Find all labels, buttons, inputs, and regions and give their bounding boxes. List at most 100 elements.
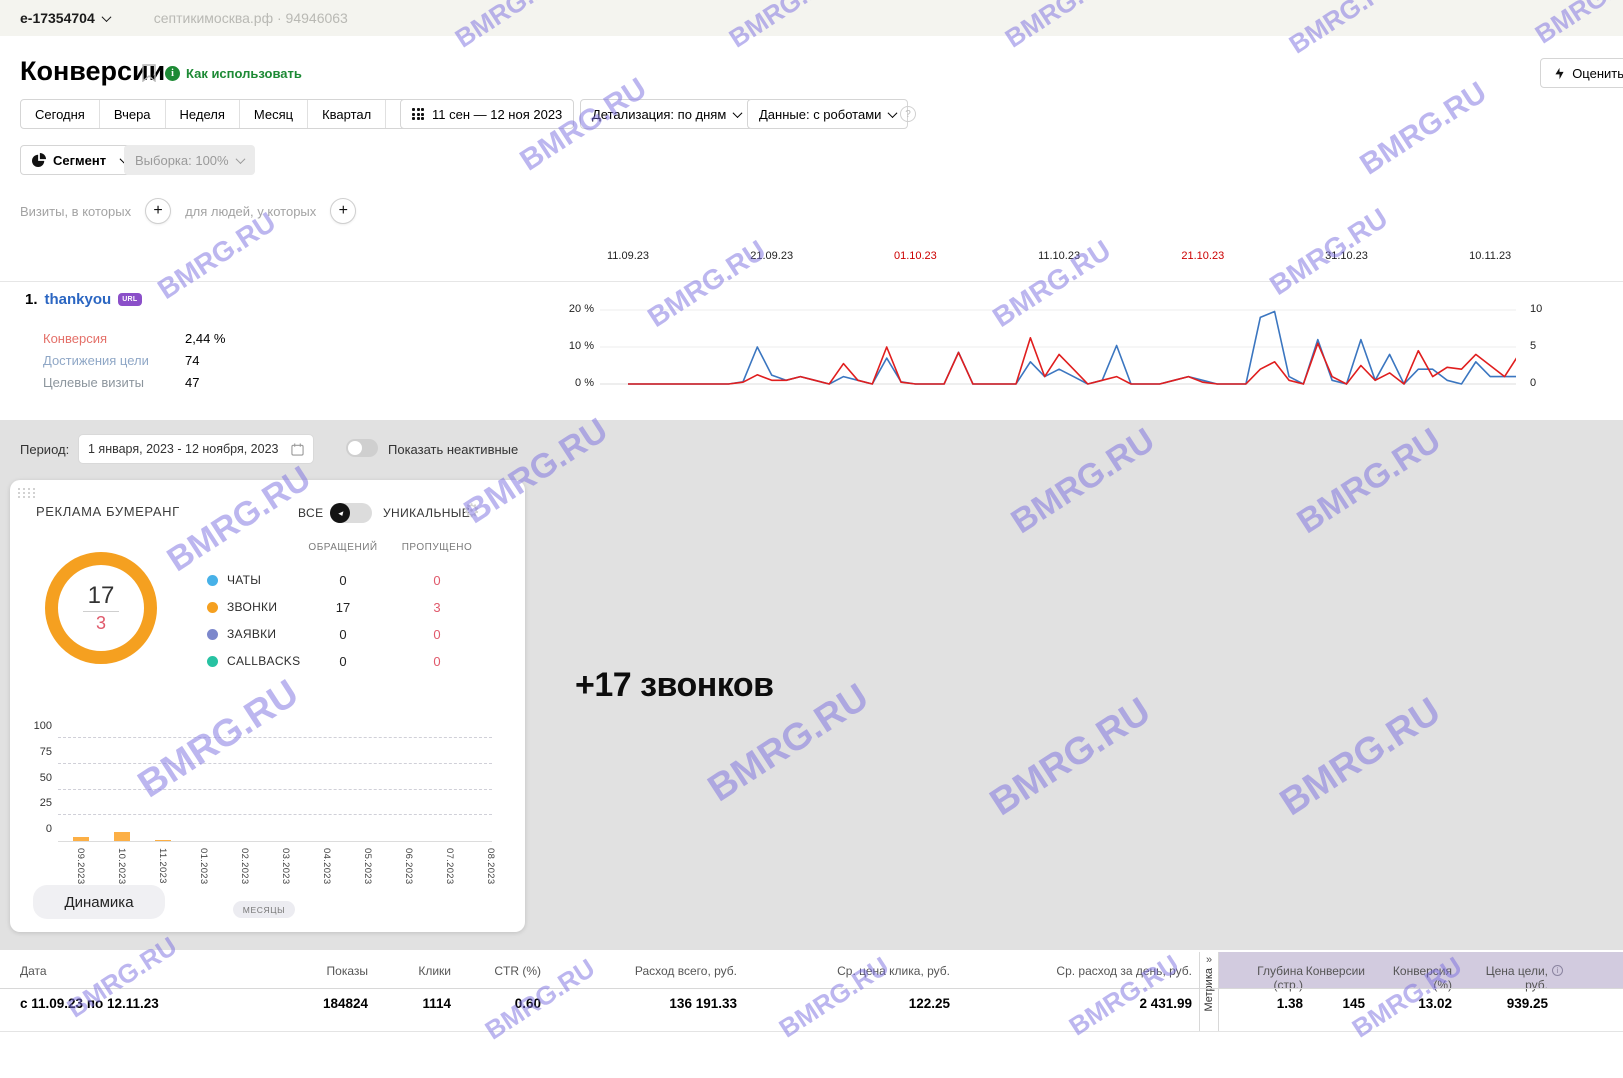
col-conversions[interactable]: Конверсии bbox=[1305, 964, 1365, 978]
missed-column-header: ПРОПУЩЕНО bbox=[401, 542, 473, 553]
donut-missed: 3 bbox=[95, 612, 106, 633]
bar-y-tick: 50 bbox=[39, 771, 52, 784]
x-axis-tick: 21.10.23 bbox=[1181, 250, 1225, 262]
sampling-dropdown[interactable]: Выборка: 100% bbox=[124, 145, 255, 175]
expand-icon[interactable]: » bbox=[1205, 954, 1213, 966]
bar-y-tick: 25 bbox=[39, 797, 52, 810]
bar-x-label: 10.2023 bbox=[116, 848, 127, 885]
col-avg-daily-cost[interactable]: Ср. расход за день, руб. bbox=[1056, 964, 1192, 978]
how-to-use[interactable]: i Как использовать bbox=[165, 66, 302, 81]
chevron-down-icon bbox=[732, 107, 743, 118]
col-clicks[interactable]: Клики bbox=[418, 964, 451, 978]
bar-x-label: 04.2023 bbox=[321, 848, 332, 885]
goal-name-link[interactable]: thankyou bbox=[44, 291, 112, 308]
calendar-grid-icon bbox=[412, 108, 424, 120]
tab-yesterday[interactable]: Вчера bbox=[98, 100, 165, 128]
chats-dot-icon bbox=[207, 574, 218, 586]
bar[interactable] bbox=[114, 831, 130, 841]
detail-dropdown[interactable]: Детализация: по дням bbox=[580, 99, 754, 129]
calls-donut-chart: 17 3 bbox=[45, 552, 157, 664]
show-inactive-toggle[interactable] bbox=[346, 439, 378, 457]
months-chip[interactable]: МЕСЯЦЫ bbox=[233, 901, 295, 918]
chevron-down-icon bbox=[887, 107, 898, 118]
row-avg-daily-cost: 2 431.99 bbox=[1139, 996, 1192, 1011]
toggle-unique-label[interactable]: УНИКАЛЬНЫЕ bbox=[383, 506, 471, 520]
col-impressions[interactable]: Показы bbox=[326, 964, 368, 978]
bar-x-label: 08.2023 bbox=[485, 848, 496, 885]
x-axis-tick: 21.09.23 bbox=[750, 250, 794, 262]
bar[interactable] bbox=[155, 840, 171, 841]
callbacks-dot-icon bbox=[207, 655, 218, 667]
toggle-all-label[interactable]: ВСЕ bbox=[298, 506, 324, 520]
monthly-bar-chart[interactable]: 100 75 50 25 0 09.2023 10.2023 11.2023 01.2023 02… bbox=[10, 716, 525, 884]
legend-row-forms: ЗАЯВКИ 0 0 bbox=[207, 624, 441, 644]
row-conv-rate: 13.02 bbox=[1418, 996, 1452, 1011]
col-date[interactable]: Дата bbox=[20, 964, 47, 978]
bar-y-tick: 100 bbox=[33, 720, 52, 732]
tab-week[interactable]: Неделя bbox=[164, 100, 239, 128]
drag-handle-icon[interactable] bbox=[18, 488, 36, 498]
y-axis-right-label: 0 bbox=[1530, 377, 1537, 389]
x-axis-tick: 01.10.23 bbox=[893, 250, 937, 262]
chevron-down-icon bbox=[235, 153, 246, 164]
col-ctr[interactable]: CTR (%) bbox=[494, 964, 541, 978]
how-to-use-link[interactable]: Как использовать bbox=[186, 66, 302, 81]
info-icon: i bbox=[165, 66, 180, 81]
bookmark-icon[interactable] bbox=[142, 64, 156, 82]
tab-today[interactable]: Сегодня bbox=[35, 106, 85, 122]
page-title: Конверсии bbox=[20, 56, 166, 86]
chevron-down-icon bbox=[101, 11, 112, 22]
rate-button[interactable]: Оценить bbox=[1540, 58, 1623, 88]
row-avg-cpc: 122.25 bbox=[908, 996, 950, 1011]
all-unique-toggle[interactable]: ◂ bbox=[330, 503, 372, 523]
bar-x-label: 11.2023 bbox=[157, 848, 168, 884]
site-name: септикимосква.рф · 94946063 bbox=[153, 10, 348, 26]
metrika-tab[interactable]: » Метрика bbox=[1199, 952, 1219, 1031]
calendar-icon bbox=[291, 442, 304, 456]
gridline bbox=[58, 788, 492, 790]
goal-metric-reaches: Достижения цели 74 bbox=[43, 353, 200, 368]
info-icon[interactable]: i bbox=[1552, 965, 1563, 976]
divider bbox=[83, 610, 119, 612]
tab-month[interactable]: Месяц bbox=[238, 100, 307, 128]
row-date: с 11.09.23 по 12.11.23 bbox=[20, 996, 159, 1011]
dynamics-button[interactable]: Динамика bbox=[33, 885, 165, 919]
counter-selector[interactable]: e-17354704 bbox=[20, 10, 112, 26]
gridline bbox=[58, 737, 492, 738]
tab-quarter[interactable]: Квартал bbox=[307, 100, 385, 128]
segment-filter-row: Визиты, в которых + для людей, у которых… bbox=[20, 198, 357, 224]
col-avg-cpc[interactable]: Ср. цена клика, руб. bbox=[837, 964, 950, 978]
col-cost-total[interactable]: Расход всего, руб. bbox=[634, 964, 737, 978]
help-icon[interactable]: ? bbox=[900, 106, 916, 122]
date-range-button[interactable]: 11 сен — 12 ноя 2023 bbox=[400, 99, 575, 129]
bar-axis-line bbox=[58, 841, 492, 842]
divider bbox=[0, 281, 1623, 282]
legend-row-calls: ЗВОНКИ 17 3 bbox=[207, 597, 441, 617]
period-date-input[interactable]: 1 января, 2023 - 12 ноября, 2023 bbox=[78, 434, 314, 464]
bar-x-label: 01.2023 bbox=[198, 848, 209, 885]
rate-icon bbox=[1555, 67, 1564, 79]
y-axis-right-label: 5 bbox=[1530, 340, 1537, 352]
show-inactive-label: Показать неактивные bbox=[388, 442, 519, 457]
conversion-line-chart[interactable] bbox=[600, 300, 1516, 388]
gridline bbox=[58, 762, 492, 764]
calls-dot-icon bbox=[207, 601, 218, 613]
row-clicks: 1114 bbox=[422, 996, 451, 1011]
gear-icon[interactable]: ⚙ bbox=[463, 501, 481, 522]
add-visits-condition-button[interactable]: + bbox=[145, 198, 172, 224]
widget-title: РЕКЛАМА БУМЕРАНГ bbox=[36, 504, 180, 519]
divider bbox=[0, 988, 1623, 989]
appeals-column-header: ОБРАЩЕНИЙ bbox=[308, 542, 378, 553]
row-goal-cost: 939.25 bbox=[1506, 996, 1548, 1011]
bar-x-label: 05.2023 bbox=[362, 848, 373, 885]
counter-id-label: e-17354704 bbox=[20, 10, 95, 26]
add-people-condition-button[interactable]: + bbox=[330, 198, 357, 224]
data-mode-dropdown[interactable]: Данные: с роботами bbox=[747, 99, 909, 129]
gridline bbox=[58, 814, 492, 816]
bar[interactable] bbox=[73, 836, 89, 841]
bar-x-label: 03.2023 bbox=[280, 848, 291, 885]
segment-dropdown[interactable]: Сегмент bbox=[20, 145, 141, 175]
watermark: BMRG.RU bbox=[1354, 75, 1493, 182]
x-axis-tick: 11.09.23 bbox=[606, 250, 649, 262]
